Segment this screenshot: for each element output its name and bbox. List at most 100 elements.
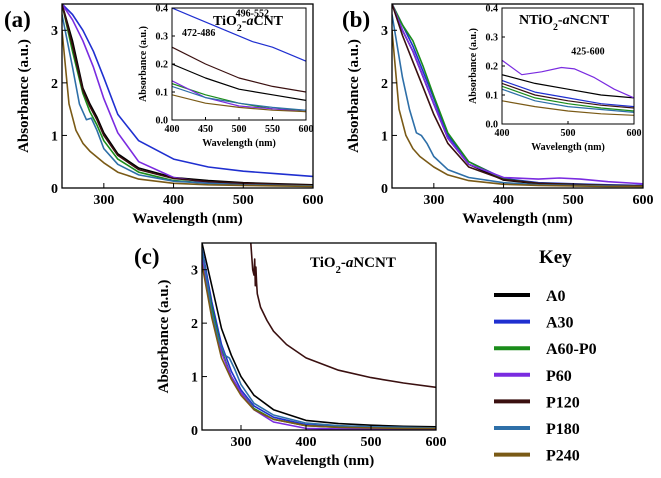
- panel-a-series-a30: [62, 4, 313, 178]
- panel-a-xtick-label: 300: [93, 193, 114, 208]
- panel-b-inset-ytick-label: 0.2: [486, 62, 499, 73]
- panel-b-inset-series-p60: [502, 59, 634, 99]
- panel-a-ytick-label: 1: [51, 129, 58, 144]
- panel-c-ytick-label: 3: [191, 264, 198, 279]
- panel-a-inset-series-p120: [172, 46, 306, 93]
- legend-item-label: P180: [546, 421, 580, 438]
- panel-b-inset-ytick-label: 0.4: [486, 4, 499, 15]
- panel-a-inset-annotation: 496-552: [236, 8, 269, 19]
- panel-b-label: (b): [342, 7, 370, 32]
- panel-c-series-p180: [202, 248, 436, 429]
- panel-a-inset-series-p180: [172, 85, 306, 111]
- panel-c-series-a0: [202, 243, 436, 428]
- panel-c-ytick-label: 2: [191, 317, 198, 332]
- panel-a-inset-xtick-label: 450: [198, 124, 213, 135]
- panel-a-inset-group: 400 450 500 550 600 0.0 0.1 0.2 0.3 0.4 Wavelength…: [138, 4, 314, 150]
- panel-a-inset-series-p60: [172, 80, 306, 113]
- panel-a-inset-xlabel: Wavelength (nm): [202, 138, 276, 149]
- panel-b-inset-xtick-label: 500: [561, 128, 576, 139]
- panel-c-xtick-label: 300: [231, 435, 252, 450]
- panel-c-axes-frame: [201, 242, 437, 431]
- panel-c-series-p120: [250, 243, 436, 389]
- panel-b-inset-series-a60-p0: [502, 85, 634, 112]
- panel-b-xtick-label: 400: [493, 193, 514, 208]
- panel-b-xtick-label: 600: [633, 193, 654, 208]
- panel-c-label: (c): [134, 244, 160, 269]
- panel-a-inset-series-p240: [172, 94, 306, 113]
- panel-b-inset-group: 400 500 600 0.0 0.1 0.2 0.3 0.4 Wavelength (nm) A…: [468, 4, 642, 154]
- panel-a-label: (a): [4, 7, 31, 32]
- legend-item-label: A60-P0: [546, 341, 597, 358]
- panel-b-inset-series-p180: [502, 88, 634, 113]
- legend-item-label: P60: [546, 368, 572, 385]
- legend-item-label: A30: [546, 315, 574, 332]
- panel-c-xlabel: Wavelength (nm): [264, 453, 374, 469]
- panel-b-inset-series-a0: [502, 74, 634, 99]
- panel-a-inset-ylabel: Absorbance (a.u.): [138, 26, 149, 102]
- panel-c-xtick-label: 400: [296, 435, 317, 450]
- panel-a-group: 300 400 500 600 0 1 2 3 Wavelength (nm) Absorbanc…: [16, 3, 324, 227]
- panel-c-ytick-label: 1: [191, 370, 198, 385]
- panel-a-inset-xtick-label: 400: [165, 124, 180, 135]
- legend-item-label: A0: [546, 288, 566, 305]
- panel-b-inset-ytick-label: 0.1: [486, 91, 499, 102]
- panel-b-inset-xtick-label: 400: [495, 128, 510, 139]
- panel-b-inset-annotation: 425-600: [571, 46, 604, 57]
- panel-b-ytick-label: 2: [381, 77, 388, 92]
- panel-a-inset-title: TiO2-aCNT: [213, 14, 284, 34]
- panel-b-xtick-label: 300: [423, 193, 444, 208]
- legend-item-label: P240: [546, 448, 580, 465]
- panel-b-axes-frame: [391, 3, 644, 189]
- panel-b-inset-ytick-label: 0.3: [486, 33, 499, 44]
- panel-b-inset-series-p240: [502, 100, 634, 116]
- legend-title: Key: [539, 247, 572, 268]
- panel-a-xlabel: Wavelength (nm): [132, 211, 242, 227]
- panel-a-inset-xtick-label: 600: [299, 124, 314, 135]
- panel-a-ytick-label: 2: [51, 77, 58, 92]
- panel-b-ylabel: Absorbance (a.u.): [346, 39, 362, 153]
- panel-b-series-p60: [392, 4, 643, 185]
- panel-b-inset-series-a30: [502, 79, 634, 108]
- panel-c-series-p240: [202, 264, 436, 430]
- panel-a-ytick-label: 3: [51, 24, 58, 39]
- panel-a-inset-background: [172, 8, 306, 120]
- panel-c-series-a60-p0: [202, 253, 436, 430]
- panel-b-inset-ylabel: Absorbance (a.u.): [468, 28, 479, 104]
- panel-a-inset-ytick-label: 0.1: [156, 88, 169, 99]
- panel-b-inset-series-p120: [502, 82, 634, 109]
- panel-b-group: 300 400 500 600 0 1 2 3 Wavelength (nm) Absorbanc…: [346, 3, 654, 227]
- legend-item-label: P120: [546, 394, 580, 411]
- panel-b-inset-title: NTiO2-aNCNT: [519, 13, 610, 33]
- panel-c-ytick-label: 0: [191, 424, 198, 439]
- legend: Key A0 A30 A60-P0 P60 P120 P180 P240: [494, 247, 597, 465]
- panel-a-inset-ytick-label: 0.2: [156, 60, 169, 71]
- panel-c-xtick-label: 500: [361, 435, 382, 450]
- panel-a-inset-xtick-label: 500: [232, 124, 247, 135]
- panel-a-inset-series-a0: [172, 63, 306, 101]
- panel-b-ytick-label: 0: [381, 182, 388, 197]
- panel-c-group: 300 400 500 600 0 1 2 3 Wavelength (nm) Absorbanc…: [156, 242, 447, 469]
- panel-b-ytick-label: 3: [381, 24, 388, 39]
- panel-a-xtick-label: 400: [163, 193, 184, 208]
- panel-c-xtick-label: 600: [426, 435, 447, 450]
- panel-b-inset-xlabel: Wavelength (nm): [531, 142, 605, 153]
- panel-a-ylabel: Absorbance (a.u.): [16, 39, 32, 153]
- panel-b-inset-ytick-label: 0.0: [486, 120, 499, 131]
- panel-a-xtick-label: 600: [303, 193, 324, 208]
- panel-c-title: TiO2-aNCNT: [310, 255, 396, 276]
- panel-a-inset-ytick-label: 0.0: [156, 116, 169, 127]
- panel-a-axes-frame: [61, 3, 314, 189]
- panel-a-inset-annotation: 472-486: [182, 28, 215, 39]
- panel-c-ylabel: Absorbance (a.u.): [156, 280, 172, 394]
- panel-c-series-p60: [202, 258, 436, 430]
- panel-a-inset-series-a30: [172, 8, 306, 62]
- panel-a-xtick-label: 500: [233, 193, 254, 208]
- panel-b-series-p120: [392, 4, 643, 187]
- panel-a-inset-ytick-label: 0.4: [156, 4, 169, 15]
- panel-c-series-a30: [202, 248, 436, 430]
- panel-b-ytick-label: 1: [381, 129, 388, 144]
- panel-a-inset-xtick-label: 550: [265, 124, 280, 135]
- panel-b-inset-xtick-label: 600: [627, 128, 642, 139]
- panel-a-ytick-label: 0: [51, 182, 58, 197]
